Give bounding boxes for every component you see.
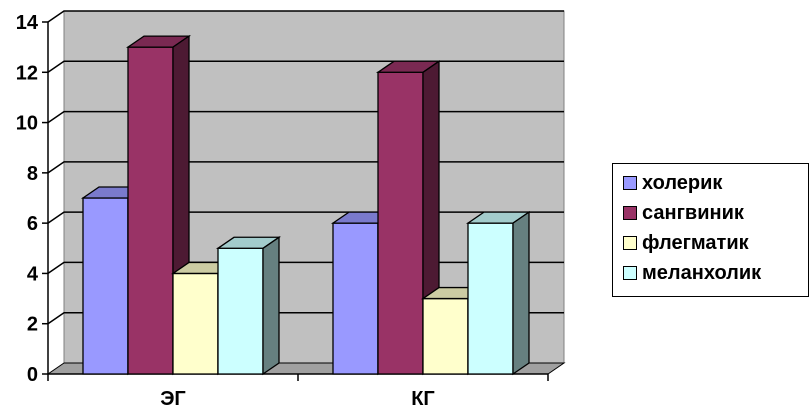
y-tick-label: 6 [27, 213, 38, 235]
legend-label: сангвиник [642, 201, 744, 224]
legend-swatch [623, 176, 637, 190]
x-category-label: ЭГ [160, 388, 186, 410]
y-tick-label: 14 [16, 12, 39, 34]
bar-ЭГ-меланхолик [215, 236, 282, 376]
legend-label: холерик [642, 171, 723, 194]
bar-front [467, 222, 514, 375]
bar-front [82, 197, 129, 375]
bar-front [172, 272, 219, 375]
y-tick-label: 10 [16, 113, 38, 135]
bar-front [377, 71, 424, 375]
legend-item: меланхолик [623, 261, 761, 285]
gridline [47, 10, 564, 23]
legend: холерик сангвиник флегматик меланхолик [612, 163, 809, 297]
y-tick-label: 4 [27, 263, 39, 285]
y-tick-label: 2 [27, 314, 38, 336]
bar-front [127, 46, 174, 375]
legend-item: флегматик [623, 231, 749, 255]
y-tick-label: 8 [27, 163, 38, 185]
y-tick-label: 12 [16, 62, 38, 84]
legend-swatch [623, 206, 637, 220]
bar-front [332, 222, 379, 375]
bar-КГ-меланхолик [465, 210, 532, 376]
legend-item: сангвиник [623, 201, 744, 225]
legend-label: меланхолик [642, 261, 762, 284]
bar-front [422, 297, 469, 375]
x-category-label: КГ [411, 388, 435, 410]
bar-front [217, 247, 264, 375]
legend-swatch [623, 266, 637, 280]
legend-label: флегматик [642, 231, 749, 254]
legend-swatch [623, 236, 637, 250]
y-tick-label: 0 [27, 364, 38, 386]
bar-side [262, 236, 280, 376]
legend-item: холерик [623, 171, 722, 195]
bar-side [512, 210, 530, 376]
